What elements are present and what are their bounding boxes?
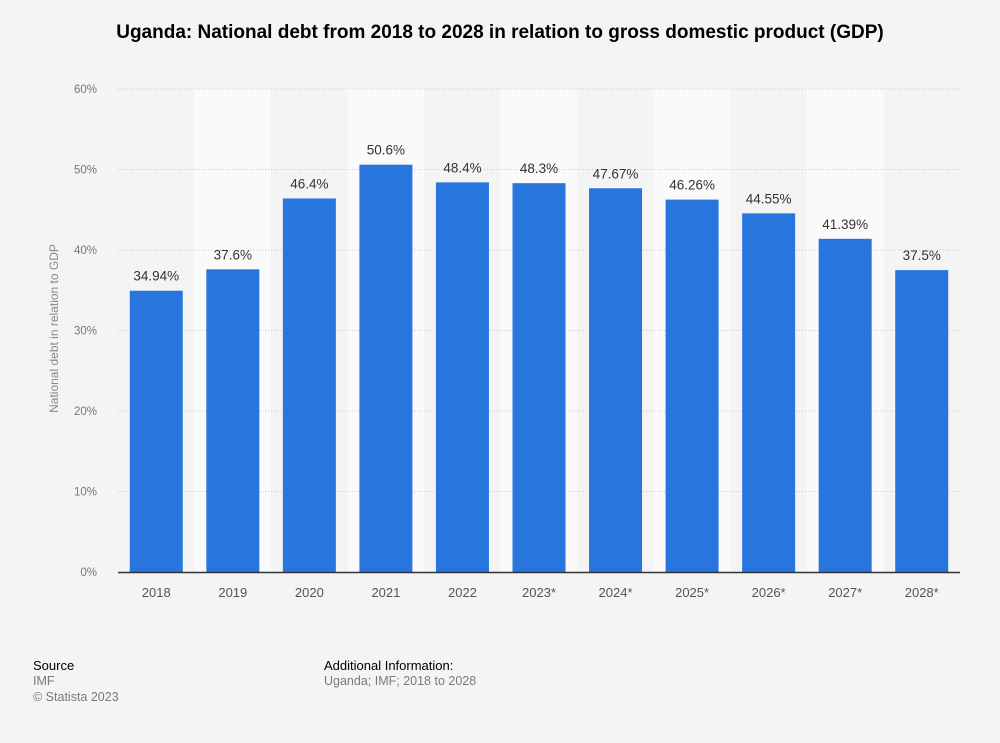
x-tick-label: 2020 [295, 585, 324, 600]
bar [359, 164, 413, 573]
bar [895, 270, 949, 572]
x-tick-label: 2023* [522, 585, 556, 600]
bar [742, 213, 796, 572]
chart-title: Uganda: National debt from 2018 to 2028 … [116, 22, 884, 43]
y-axis-label: National debt in relation to GDP [47, 244, 61, 413]
x-tick-label: 2028* [905, 585, 939, 600]
bar [665, 199, 719, 572]
source-value: IMF [33, 674, 55, 688]
x-axis-ticks: 2018 2019 2020 2021 2022 2023* 2024* 2025* 2026*… [142, 585, 939, 600]
y-tick-label: 50% [74, 165, 97, 177]
x-tick-label: 2027* [828, 585, 862, 600]
y-tick-label: 60% [74, 84, 97, 96]
source-block: Source IMF © Statista 2023 [33, 658, 119, 705]
y-tick-label: 20% [74, 406, 97, 418]
data-labels: 34.94% 37.6% 46.4% 50.6% 48.4% 48.3% 47.67% 46.… [133, 143, 940, 284]
y-tick-label: 30% [74, 326, 97, 338]
additional-info-block: Additional Information: Uganda; IMF; 201… [324, 658, 476, 689]
x-tick-label: 2021 [371, 585, 400, 600]
data-label: 37.5% [903, 248, 941, 263]
source-heading: Source [33, 658, 75, 673]
x-tick-label: 2018 [142, 585, 171, 600]
bars [129, 164, 949, 573]
data-label: 41.39% [822, 217, 868, 232]
data-label: 48.3% [520, 161, 558, 176]
bar [589, 188, 643, 572]
x-tick-label: 2022 [448, 585, 477, 600]
y-axis-ticks: 0% 10% 20% 30% 40% 50% 60% [74, 84, 97, 579]
data-label: 46.4% [290, 176, 328, 191]
x-tick-label: 2026* [752, 585, 786, 600]
y-tick-label: 40% [74, 245, 97, 257]
additional-info-heading: Additional Information: [324, 658, 454, 673]
bar [206, 269, 260, 572]
x-tick-label: 2019 [218, 585, 247, 600]
bar [512, 183, 566, 572]
x-tick-label: 2024* [599, 585, 633, 600]
additional-info-value: Uganda; IMF; 2018 to 2028 [324, 674, 477, 688]
bar [282, 198, 336, 573]
bar [818, 238, 872, 573]
bar [435, 182, 489, 572]
y-tick-label: 10% [74, 487, 97, 499]
data-label: 44.55% [746, 191, 792, 206]
data-label: 48.4% [443, 160, 481, 175]
data-label: 46.26% [669, 178, 715, 193]
data-label: 37.6% [214, 247, 252, 262]
x-tick-label: 2025* [675, 585, 709, 600]
data-label: 50.6% [367, 143, 405, 158]
y-tick-label: 0% [80, 567, 97, 579]
copyright: © Statista 2023 [33, 690, 119, 704]
data-label: 47.67% [593, 166, 639, 181]
bar [129, 290, 183, 572]
data-label: 34.94% [133, 269, 179, 284]
